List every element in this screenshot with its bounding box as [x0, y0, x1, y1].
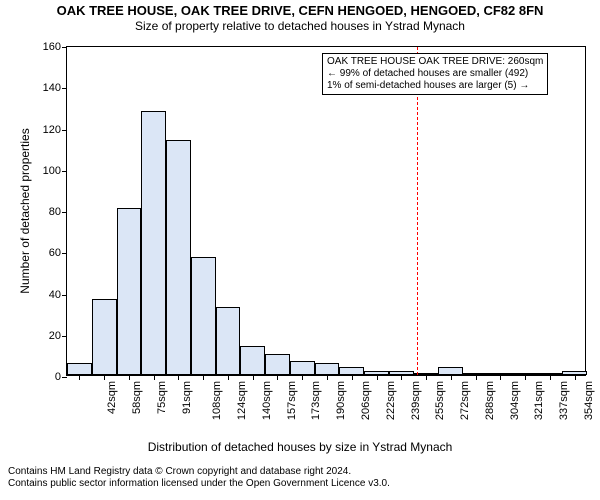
xtick-label: 108sqm	[212, 381, 224, 420]
attribution-line: Contains public sector information licen…	[8, 478, 592, 490]
chart-subtitle: Size of property relative to detached ho…	[0, 19, 600, 33]
attribution-text: Contains HM Land Registry data © Crown c…	[8, 466, 592, 490]
bar	[191, 257, 216, 375]
xtick-label: 75sqm	[156, 381, 168, 414]
x-axis-label: Distribution of detached houses by size …	[0, 440, 600, 454]
xtick	[426, 375, 427, 380]
xtick	[129, 375, 130, 380]
xtick-label: 304sqm	[509, 381, 521, 420]
xtick	[178, 375, 179, 380]
xtick-label: 124sqm	[236, 381, 248, 420]
xtick-label: 222sqm	[385, 381, 397, 420]
xtick	[500, 375, 501, 380]
xtick-label: 42sqm	[106, 381, 118, 414]
ytick-label: 40	[49, 289, 67, 301]
xtick	[525, 375, 526, 380]
ytick-label: 160	[43, 41, 67, 53]
title-line1: OAK TREE HOUSE, OAK TREE DRIVE, CEFN HEN…	[0, 4, 600, 19]
xtick	[253, 375, 254, 380]
xtick-label: 190sqm	[335, 381, 347, 420]
ytick-label: 100	[43, 165, 67, 177]
xtick	[228, 375, 229, 380]
xtick-label: 337sqm	[558, 381, 570, 420]
bar	[290, 361, 315, 375]
annotation-line: 1% of semi-detached houses are larger (5…	[327, 80, 543, 92]
xtick-label: 321sqm	[533, 381, 545, 420]
bar	[141, 111, 166, 375]
ytick-label: 120	[43, 124, 67, 136]
xtick	[476, 375, 477, 380]
xtick-label: 255sqm	[434, 381, 446, 420]
bar	[216, 307, 241, 375]
y-axis-label: Number of detached properties	[18, 128, 32, 293]
xtick	[154, 375, 155, 380]
ytick-label: 60	[49, 247, 67, 259]
bar	[438, 367, 463, 375]
xtick-label: 91sqm	[181, 381, 193, 414]
xtick	[401, 375, 402, 380]
reference-line	[417, 47, 418, 375]
bar	[117, 208, 142, 375]
xtick	[377, 375, 378, 380]
xtick-label: 173sqm	[311, 381, 323, 420]
bar	[166, 140, 191, 375]
xtick-label: 157sqm	[286, 381, 298, 420]
plot-area: OAK TREE HOUSE OAK TREE DRIVE: 260sqm ← …	[66, 46, 586, 376]
xtick-label: 58sqm	[131, 381, 143, 414]
xtick	[575, 375, 576, 380]
ytick-label: 0	[55, 371, 67, 383]
xtick-label: 354sqm	[583, 381, 595, 420]
ytick-label: 140	[43, 82, 67, 94]
xtick	[327, 375, 328, 380]
xtick-label: 239sqm	[410, 381, 422, 420]
bar	[240, 346, 265, 375]
chart-title: OAK TREE HOUSE, OAK TREE DRIVE, CEFN HEN…	[0, 0, 600, 19]
annotation-box: OAK TREE HOUSE OAK TREE DRIVE: 260sqm ← …	[322, 53, 548, 95]
annotation-line: ← 99% of detached houses are smaller (49…	[327, 68, 543, 80]
ytick-label: 20	[49, 330, 67, 342]
xtick	[451, 375, 452, 380]
xtick	[203, 375, 204, 380]
xtick	[79, 375, 80, 380]
xtick	[277, 375, 278, 380]
attribution-line: Contains HM Land Registry data © Crown c…	[8, 466, 592, 478]
xtick-label: 206sqm	[360, 381, 372, 420]
annotation-line: OAK TREE HOUSE OAK TREE DRIVE: 260sqm	[327, 56, 543, 68]
xtick	[352, 375, 353, 380]
xtick	[550, 375, 551, 380]
bar	[92, 299, 117, 375]
bar	[315, 363, 340, 375]
ytick-label: 80	[49, 206, 67, 218]
xtick-label: 288sqm	[484, 381, 496, 420]
chart-container: OAK TREE HOUSE, OAK TREE DRIVE, CEFN HEN…	[0, 0, 600, 500]
xtick-label: 272sqm	[459, 381, 471, 420]
xtick	[302, 375, 303, 380]
bar	[67, 363, 92, 375]
bar	[265, 354, 290, 375]
xtick	[104, 375, 105, 380]
bar	[339, 367, 364, 375]
xtick-label: 140sqm	[261, 381, 273, 420]
